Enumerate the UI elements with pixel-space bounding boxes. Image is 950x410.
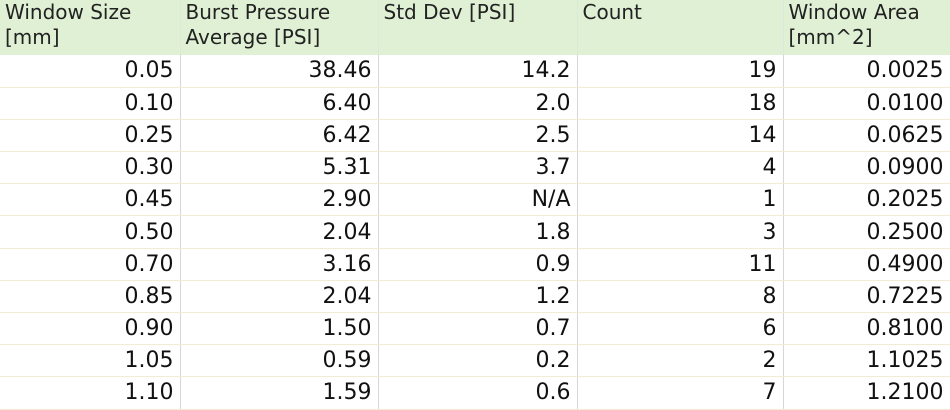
cell[interactable]: 3.7 [378,151,578,185]
cell[interactable]: 1.1025 [783,344,950,378]
cell[interactable]: 2.04 [180,280,379,314]
column-header[interactable]: Count [577,0,784,55]
cell[interactable]: 0.0900 [783,151,950,185]
cell[interactable]: 18 [577,87,784,120]
header-text: Average [PSI] [185,25,321,49]
cell[interactable]: N/A [378,183,578,217]
cell[interactable]: 0.2025 [783,183,950,217]
cell[interactable]: 0.0625 [783,119,950,153]
cell[interactable]: 0.59 [180,344,379,378]
cell[interactable]: 0.10 [0,87,181,120]
cell[interactable]: 0.85 [0,280,181,314]
cell[interactable]: 6 [577,312,784,346]
cell[interactable]: 14.2 [378,55,578,88]
cell[interactable]: 0.45 [0,183,181,217]
cell[interactable]: 0.70 [0,248,181,281]
cell[interactable]: 38.46 [180,55,379,88]
cell[interactable]: 5.31 [180,151,379,185]
cell[interactable]: 0.30 [0,151,181,185]
table-row: 0.50 2.04 1.8 3 0.2500 [0,215,950,249]
cell[interactable]: 4 [577,151,784,185]
table-row: 0.25 6.42 2.5 14 0.0625 [0,119,950,153]
column-header[interactable]: Burst Pressure Average [PSI] [180,0,379,55]
cell[interactable]: 1.50 [180,312,379,346]
column-header[interactable]: Window Area [mm^2] [783,0,950,55]
table-row: 1.05 0.59 0.2 2 1.1025 [0,344,950,378]
cell[interactable]: 0.0100 [783,87,950,120]
cell[interactable]: 19 [577,55,784,88]
cell[interactable]: 6.42 [180,119,379,153]
cell[interactable]: 0.8100 [783,312,950,346]
table-row: 1.10 1.59 0.6 7 1.2100 [0,376,950,410]
table-row: 0.30 5.31 3.7 4 0.0900 [0,151,950,185]
column-header[interactable]: Window Size [mm] [0,0,181,55]
header-text: Count [582,0,642,24]
cell[interactable]: 14 [577,119,784,153]
cell[interactable]: 0.0025 [783,55,950,88]
cell[interactable]: 0.25 [0,119,181,153]
cell[interactable]: 3 [577,215,784,249]
table-row: 0.70 3.16 0.9 11 0.4900 [0,248,950,281]
cell[interactable]: 1.05 [0,344,181,378]
cell[interactable]: 0.50 [0,215,181,249]
cell[interactable]: 8 [577,280,784,314]
header-text: Burst Pressure [185,0,331,24]
cell[interactable]: 0.2 [378,344,578,378]
header-text: [mm^2] [788,25,873,49]
cell[interactable]: 2.0 [378,87,578,120]
cell[interactable]: 2.5 [378,119,578,153]
cell[interactable]: 1 [577,183,784,217]
table-body: 0.05 38.46 14.2 19 0.0025 0.10 6.40 2.0 18 0.0100… [0,55,950,410]
cell[interactable]: 0.7 [378,312,578,346]
cell[interactable]: 0.4900 [783,248,950,281]
cell[interactable]: 1.2100 [783,376,950,410]
cell[interactable]: 7 [577,376,784,410]
table-row: 0.05 38.46 14.2 19 0.0025 [0,55,950,88]
cell[interactable]: 0.9 [378,248,578,281]
header-text: Window Area [788,0,920,24]
cell[interactable]: 2.04 [180,215,379,249]
cell[interactable]: 0.2500 [783,215,950,249]
cell[interactable]: 0.6 [378,376,578,410]
header-row: Window Size [mm] Burst Pressure Average [PS… [0,0,950,55]
table-row: 0.90 1.50 0.7 6 0.8100 [0,312,950,346]
cell[interactable]: 1.10 [0,376,181,410]
header-text: Window Size [5,0,132,24]
cell[interactable]: 0.05 [0,55,181,88]
header-text: [mm] [5,25,60,49]
cell[interactable]: 3.16 [180,248,379,281]
cell[interactable]: 6.40 [180,87,379,120]
table-row: 0.45 2.90 N/A 1 0.2025 [0,183,950,217]
cell[interactable]: 2 [577,344,784,378]
column-header[interactable]: Std Dev [PSI] [378,0,578,55]
table-row: 0.10 6.40 2.0 18 0.0100 [0,87,950,120]
cell[interactable]: 1.8 [378,215,578,249]
cell[interactable]: 2.90 [180,183,379,217]
cell[interactable]: 1.2 [378,280,578,314]
cell[interactable]: 0.90 [0,312,181,346]
cell[interactable]: 11 [577,248,784,281]
header-text: Std Dev [PSI] [383,0,516,24]
cell[interactable]: 1.59 [180,376,379,410]
cell[interactable]: 0.7225 [783,280,950,314]
table-row: 0.85 2.04 1.2 8 0.7225 [0,280,950,314]
